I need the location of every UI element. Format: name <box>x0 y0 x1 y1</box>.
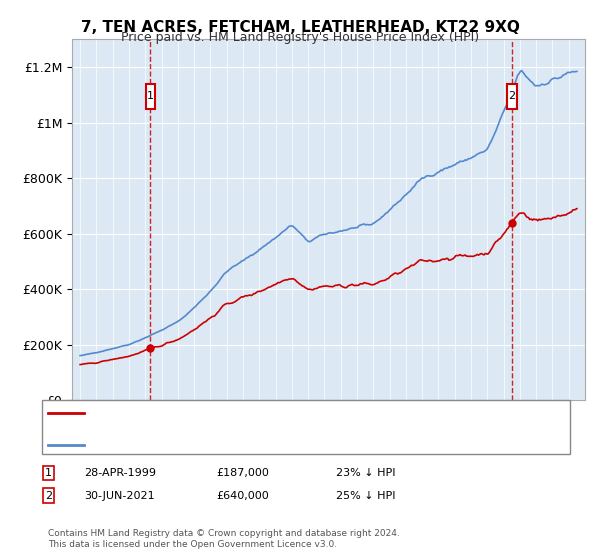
Text: 23% ↓ HPI: 23% ↓ HPI <box>336 468 395 478</box>
Text: 28-APR-1999: 28-APR-1999 <box>84 468 156 478</box>
Text: 7, TEN ACRES, FETCHAM, LEATHERHEAD, KT22 9XQ: 7, TEN ACRES, FETCHAM, LEATHERHEAD, KT22… <box>80 20 520 35</box>
Text: HPI: Average price, detached house, Mole Valley: HPI: Average price, detached house, Mole… <box>93 440 345 450</box>
Text: £640,000: £640,000 <box>216 491 269 501</box>
Text: 1: 1 <box>147 91 154 101</box>
Text: 2: 2 <box>45 491 52 501</box>
Text: 30-JUN-2021: 30-JUN-2021 <box>84 491 155 501</box>
Text: Price paid vs. HM Land Registry's House Price Index (HPI): Price paid vs. HM Land Registry's House … <box>121 31 479 44</box>
Text: £187,000: £187,000 <box>216 468 269 478</box>
FancyBboxPatch shape <box>507 83 517 109</box>
Text: 25% ↓ HPI: 25% ↓ HPI <box>336 491 395 501</box>
Text: 2: 2 <box>508 91 515 101</box>
Text: 7, TEN ACRES, FETCHAM, LEATHERHEAD, KT22 9XQ (detached house): 7, TEN ACRES, FETCHAM, LEATHERHEAD, KT22… <box>93 408 455 418</box>
Text: Contains HM Land Registry data © Crown copyright and database right 2024.
This d: Contains HM Land Registry data © Crown c… <box>48 529 400 549</box>
FancyBboxPatch shape <box>146 83 155 109</box>
Text: 1: 1 <box>45 468 52 478</box>
